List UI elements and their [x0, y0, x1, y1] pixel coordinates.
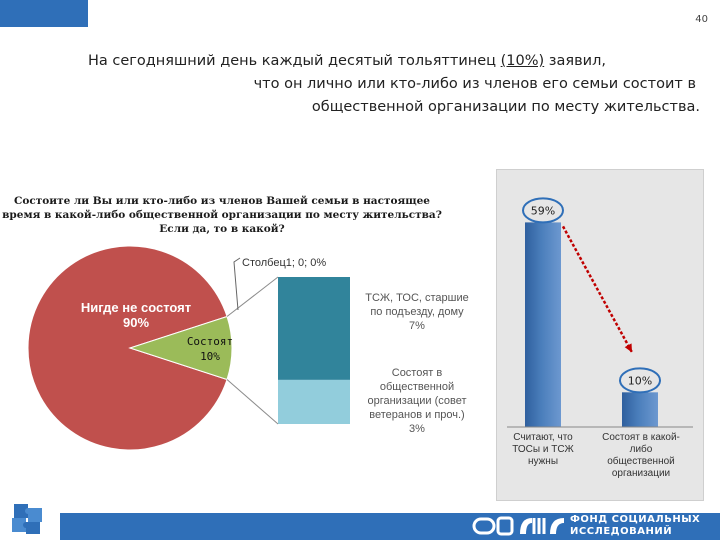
bar [525, 222, 561, 427]
headline-line-1: На сегодняшний день каждый десятый толья… [70, 50, 702, 73]
headline-line-3: общественной организации по месту житель… [311, 99, 700, 115]
bar-value-label: 10% [628, 374, 652, 387]
breakdown-label: Состоят в [392, 367, 443, 379]
fund-logo-text: ФОНД СОЦИАЛЬНЫХ ИССЛЕДОВАНИЙ [570, 514, 700, 538]
fund-logo-icon [472, 516, 564, 536]
logo-line-2: ИССЛЕДОВАНИЙ [570, 526, 673, 537]
bar-value-ring [522, 197, 564, 224]
pie-slice-value: 10% [200, 350, 220, 363]
breakdown-label: 7% [409, 320, 425, 332]
bar-category-label: организации [612, 468, 670, 479]
breakdown-label: ТСЖ, ТОС, старшие [365, 292, 469, 304]
bar-value-label: 59% [531, 204, 555, 217]
pie-slice-label: Нигде не состоят [81, 300, 191, 315]
trend-arrow [561, 225, 634, 353]
bar-category-label: ТОСы и ТСЖ [512, 444, 574, 455]
zero-label: Столбец1; 0; 0% [242, 257, 326, 269]
logo-line-1: ФОНД СОЦИАЛЬНЫХ [570, 514, 701, 525]
pie-slice-value: 90% [123, 315, 149, 330]
bar-category-label: нужны [528, 456, 558, 467]
breakdown-label: ветеранов и проч.) [369, 409, 464, 421]
pie-title-line: Состоите ли Вы или кто-либо из членов Ва… [14, 195, 430, 207]
breakdown-segment [278, 379, 350, 424]
connector-line [226, 379, 279, 425]
connector-line [226, 276, 279, 317]
bar-chart-panel: 59% 10% Считают, что ТОСы и ТСЖ нужны Состоят… [496, 169, 704, 501]
puzzle-logo-icon [12, 504, 42, 534]
pie-slice [128, 315, 233, 381]
top-accent-bar [0, 0, 88, 27]
bar-category-label: общественной [607, 455, 675, 467]
headline-text: заявил, [544, 53, 606, 69]
zero-label-leader [233, 257, 241, 311]
headline-percent: (10%) [500, 53, 545, 69]
bar [622, 392, 658, 427]
breakdown-label: 3% [409, 423, 425, 435]
breakdown-segment [278, 277, 350, 380]
slide-headline: На сегодняшний день каждый десятый толья… [70, 50, 702, 119]
bar-category-label: Состоят в какой- [602, 432, 680, 443]
pie-slice [27, 245, 228, 451]
pie-chart-title: Состоите ли Вы или кто-либо из членов Ва… [2, 194, 442, 236]
breakdown-label: по подъезду, дому [370, 306, 464, 318]
pie-title-line: время в какой-либо общественной организа… [2, 209, 442, 221]
page-number: 40 [695, 14, 708, 25]
bar-category-label: Считают, что [513, 432, 573, 443]
breakdown-label: общественной [380, 381, 454, 393]
headline-text: На сегодняшний день каждый десятый толья… [88, 53, 501, 69]
trend-arrow-head [624, 343, 632, 353]
pie-title-line: Если да, то в какой? [159, 223, 285, 235]
bar-value-ring [619, 367, 661, 394]
headline-line-2: что он лично или кто-либо из членов его … [253, 76, 696, 92]
pie-slice-label: Состоят [187, 335, 233, 348]
bar-category-label: либо [630, 443, 653, 455]
footer-bar [60, 513, 720, 540]
breakdown-label: организации (совет [367, 395, 466, 407]
